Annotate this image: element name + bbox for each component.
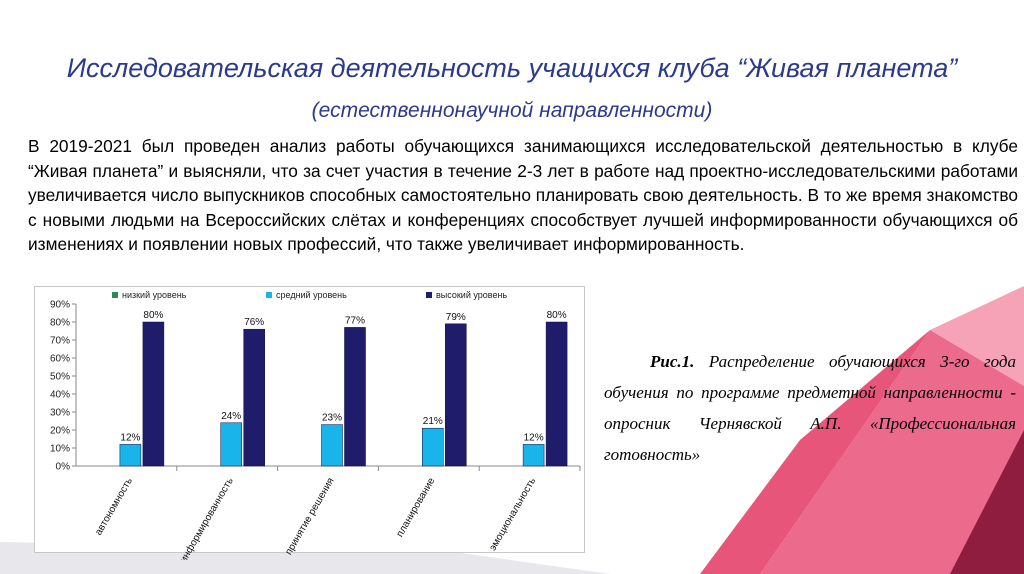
y-tick-label: 30%	[50, 408, 70, 419]
bar-high	[545, 321, 568, 467]
legend-swatch	[426, 292, 432, 298]
data-label: 79%	[446, 312, 466, 323]
data-label: 12%	[524, 432, 544, 443]
caption-text: Распределение обучающихся 3-го года обуч…	[604, 352, 1016, 464]
legend-swatch	[266, 292, 272, 298]
data-label: 23%	[322, 413, 342, 424]
y-tick-label: 20%	[50, 426, 70, 437]
title-main: Исследовательская деятельность учащихся …	[66, 53, 958, 83]
bar-high	[142, 321, 165, 467]
y-tick-label: 70%	[50, 336, 70, 347]
figure-caption: Рис.1. Распределение обучающихся 3-го го…	[604, 346, 1016, 470]
legend-label: низкий уровень	[122, 290, 187, 300]
legend-swatch	[112, 292, 118, 298]
bar-medium	[220, 422, 242, 467]
intro-paragraph: В 2019-2021 был проведен анализ работы о…	[28, 136, 1018, 254]
y-tick-label: 40%	[50, 390, 70, 401]
bar-medium	[119, 444, 142, 467]
data-label: 24%	[221, 411, 241, 422]
y-tick-label: 0%	[56, 462, 71, 473]
data-label: 80%	[547, 310, 567, 321]
data-label: 76%	[244, 317, 264, 328]
bar-chart: 0% 10% 20% 30% 40% 50% 60% 70% 80% 90% низкий уров…	[34, 286, 585, 560]
bar-medium	[422, 427, 444, 467]
y-tick-label: 80%	[50, 318, 70, 329]
caption-label: Рис.1.	[650, 352, 695, 371]
chart-frame	[34, 286, 585, 553]
data-label: 80%	[143, 310, 163, 321]
data-label: 21%	[423, 416, 443, 427]
y-tick-label: 10%	[50, 444, 70, 455]
bar-high	[445, 323, 467, 467]
title-subtitle: (естественнонаучной направленности)	[311, 99, 713, 122]
bar-high	[344, 327, 366, 467]
data-label: 12%	[120, 432, 140, 443]
data-label: 77%	[345, 315, 365, 326]
y-tick-label: 50%	[50, 372, 70, 383]
bar-medium	[321, 424, 343, 467]
legend-label: высокий уровень	[436, 290, 507, 300]
y-tick-label: 90%	[50, 300, 70, 311]
slide-title: Исследовательская деятельность учащихся …	[60, 48, 964, 131]
bar-high	[243, 328, 265, 467]
y-tick-label: 60%	[50, 354, 70, 365]
bar-medium	[522, 444, 545, 467]
legend-label: средний уровень	[276, 290, 347, 300]
